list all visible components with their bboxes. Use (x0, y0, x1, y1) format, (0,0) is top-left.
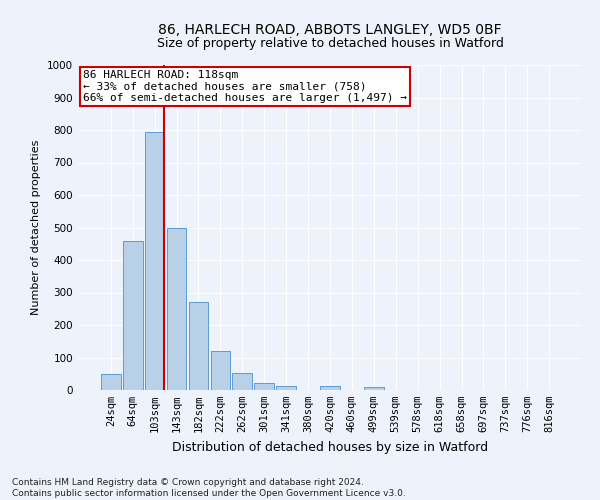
Bar (320, 386, 340, 390)
Bar (167, 228, 187, 390)
Bar (364, 387, 384, 390)
Text: 86 HARLECH ROAD: 118sqm
← 33% of detached houses are smaller (758)
66% of semi-d: 86 HARLECH ROAD: 118sqm ← 33% of detache… (83, 70, 407, 103)
X-axis label: Distribution of detached houses by size in Watford: Distribution of detached houses by size … (172, 440, 488, 454)
Y-axis label: Number of detached properties: Number of detached properties (31, 140, 41, 315)
Bar (188, 302, 208, 390)
Bar (254, 383, 274, 390)
Bar (276, 386, 296, 390)
Text: 86, HARLECH ROAD, ABBOTS LANGLEY, WD5 0BF: 86, HARLECH ROAD, ABBOTS LANGLEY, WD5 0B… (158, 22, 502, 36)
Bar (232, 373, 252, 390)
Text: Contains HM Land Registry data © Crown copyright and database right 2024.
Contai: Contains HM Land Registry data © Crown c… (12, 478, 406, 498)
Bar (145, 132, 164, 390)
Bar (123, 241, 143, 390)
Text: Size of property relative to detached houses in Watford: Size of property relative to detached ho… (157, 38, 503, 51)
Bar (101, 374, 121, 390)
Bar (211, 351, 230, 390)
